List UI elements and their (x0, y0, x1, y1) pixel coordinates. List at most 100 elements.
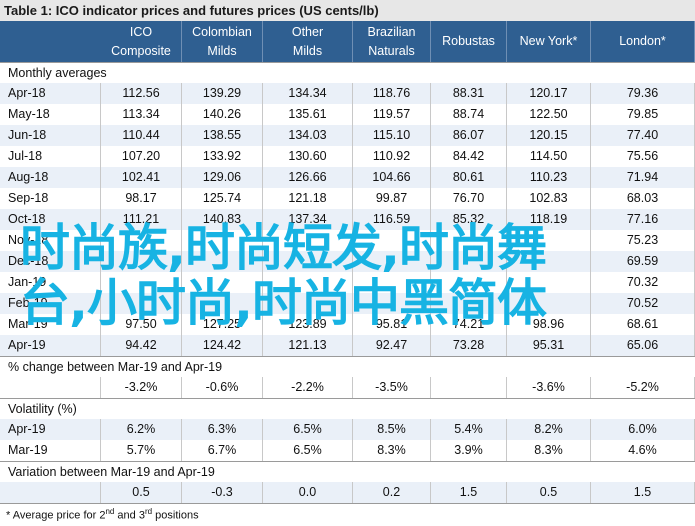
row-band (0, 125, 695, 146)
table-cell: 92.47 (353, 335, 431, 356)
table-cell: 118.19 (507, 209, 591, 230)
row-band (0, 146, 695, 167)
table-cell (182, 230, 263, 251)
column-header: New York* (507, 21, 591, 62)
table-cell: 139.29 (182, 83, 263, 104)
table-cell: 0.5 (507, 482, 591, 503)
table-cell: 6.2% (101, 419, 182, 440)
row-label: Mar-19 (0, 440, 101, 461)
table-cell (431, 293, 507, 314)
table-cell: 115.10 (353, 125, 431, 146)
row-label (0, 482, 101, 503)
table-cell: 126.66 (263, 167, 353, 188)
table-cell: 3.9% (431, 440, 507, 461)
footnote-sup: rd (144, 507, 153, 516)
table-cell: 98.96 (507, 314, 591, 335)
row-label: Oct-18 (0, 209, 101, 230)
footnote-text: positions (152, 509, 199, 522)
table-cell (507, 293, 591, 314)
table-cell: 77.16 (591, 209, 695, 230)
watermark: 时尚族,时尚短发,时尚舞 (20, 219, 547, 277)
table-cell: 95.31 (507, 335, 591, 356)
footnote: * Average price for 2nd and 3rd position… (0, 504, 695, 522)
table-cell: 73.28 (431, 335, 507, 356)
column-header-text: Composite (111, 44, 171, 58)
table-cell (353, 272, 431, 293)
table-cell: 122.50 (507, 104, 591, 125)
table-cell (263, 230, 353, 251)
table-cell (182, 272, 263, 293)
row-label: May-18 (0, 104, 101, 125)
table-cell (353, 251, 431, 272)
table-cell (182, 293, 263, 314)
table-cell: 1.5 (431, 482, 507, 503)
column-header-text: Robustas (442, 34, 495, 48)
table-cell (431, 377, 507, 398)
table-cell: 97.50 (101, 314, 182, 335)
table-cell: 75.56 (591, 146, 695, 167)
table-cell: -0.3 (182, 482, 263, 503)
table-cell: 6.5% (263, 440, 353, 461)
table-cell: 118.76 (353, 83, 431, 104)
row-label: Apr-18 (0, 83, 101, 104)
table-bottom-border (0, 503, 695, 504)
table-cell: 4.6% (591, 440, 695, 461)
table-cell (431, 230, 507, 251)
table-cell: 137.34 (263, 209, 353, 230)
footnote-text: and 3 (114, 509, 145, 522)
column-header-text: Other (291, 25, 324, 39)
table-cell: 6.3% (182, 419, 263, 440)
row-label: Jan-19 (0, 272, 101, 293)
row-band (0, 104, 695, 125)
table-cell: 102.41 (101, 167, 182, 188)
row-label (0, 377, 101, 398)
table-cell: 0.2 (353, 482, 431, 503)
row-band (0, 419, 695, 440)
row-band (0, 251, 695, 272)
table-cell: 98.17 (101, 188, 182, 209)
table-cell: 76.70 (431, 188, 507, 209)
table-cell (507, 230, 591, 251)
row-band (0, 167, 695, 188)
table-cell: 6.7% (182, 440, 263, 461)
table-cell: 123.89 (263, 314, 353, 335)
column-header: Other Milds (263, 21, 353, 62)
table-cell: 130.60 (263, 146, 353, 167)
table-cell: 107.20 (101, 146, 182, 167)
table-cell: 79.36 (591, 83, 695, 104)
table-cell: 88.31 (431, 83, 507, 104)
row-band (0, 209, 695, 230)
table-cell: 110.23 (507, 167, 591, 188)
table-cell: 8.2% (507, 419, 591, 440)
column-header-text: Colombian (192, 25, 252, 39)
table-cell: 110.92 (353, 146, 431, 167)
table-cell: 121.13 (263, 335, 353, 356)
row-label: Aug-18 (0, 167, 101, 188)
table-cell: 0.0 (263, 482, 353, 503)
table-cell: -3.2% (101, 377, 182, 398)
table-cell: 8.3% (507, 440, 591, 461)
table-cell (353, 230, 431, 251)
table-cell: 134.03 (263, 125, 353, 146)
table-cell (507, 272, 591, 293)
table-cell: 85.32 (431, 209, 507, 230)
table-cell: 5.7% (101, 440, 182, 461)
section-heading: Variation between Mar-19 and Apr-19 (0, 461, 695, 482)
table-cell: 65.06 (591, 335, 695, 356)
section-heading: % change between Mar-19 and Apr-19 (0, 356, 695, 377)
table-cell (263, 272, 353, 293)
table-cell: 8.5% (353, 419, 431, 440)
table-cell (263, 251, 353, 272)
column-header-text: ICO (129, 25, 153, 39)
table-cell: 140.26 (182, 104, 263, 125)
column-header: Brazilian Naturals (353, 21, 431, 62)
row-label: Jul-18 (0, 146, 101, 167)
table-cell: 135.61 (263, 104, 353, 125)
table-cell: 84.42 (431, 146, 507, 167)
table-cell: 6.0% (591, 419, 695, 440)
column-header-text: Naturals (368, 44, 415, 58)
footnote-sup: nd (105, 507, 115, 516)
table-cell (101, 251, 182, 272)
table-cell: 119.57 (353, 104, 431, 125)
